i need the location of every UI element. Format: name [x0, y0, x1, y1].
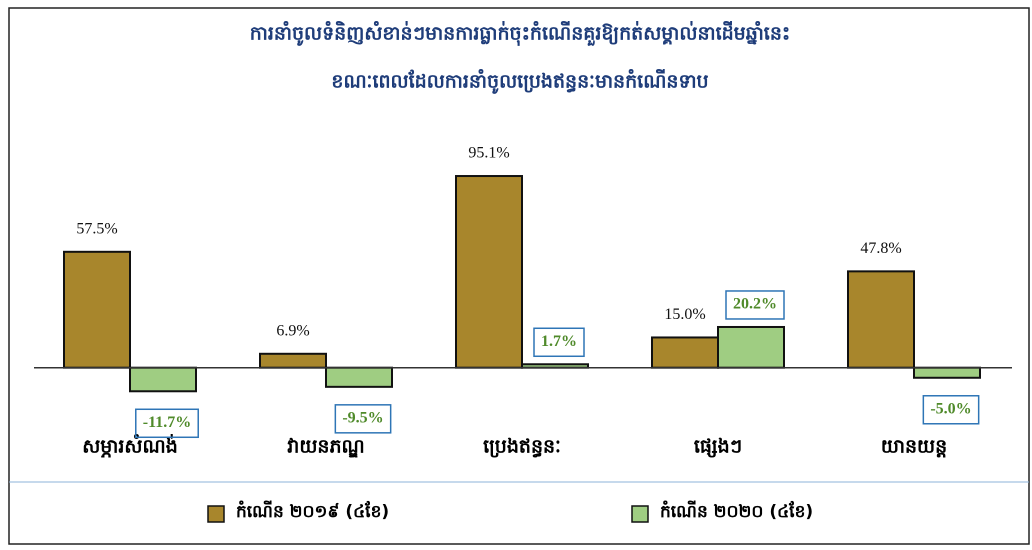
x-tick-label: វាយនភណ្ឌ [287, 436, 364, 458]
bar [455, 175, 523, 369]
data-label-box [725, 290, 785, 320]
data-label: 20.2% [733, 296, 777, 313]
x-tick-label: ប្រេងឥន្ធនៈ [483, 436, 561, 458]
legend-swatch [631, 505, 649, 523]
data-label-box [334, 404, 392, 434]
bar [259, 352, 327, 369]
legend-label: កំណើន ២០២០ (៤ខែ) [660, 500, 813, 522]
bar [847, 270, 915, 369]
bar [325, 366, 393, 388]
bar [651, 336, 719, 369]
data-label: -5.0% [930, 400, 971, 417]
data-label-box [135, 408, 199, 439]
bar [717, 325, 785, 369]
data-label-box [533, 327, 585, 358]
x-tick-label: ផ្សេងៗ [694, 436, 742, 458]
x-tick-label: យានយន្ត [881, 436, 947, 458]
data-label: -9.5% [342, 410, 383, 427]
legend-label: កំណើន ២០១៩ (៤ខែ) [236, 500, 389, 522]
chart-subtitle: ខណៈពេលដែលការនាំចូលប្រេងឥន្ធនៈមានកំណើនទាប [331, 69, 708, 95]
data-label: 6.9% [276, 322, 309, 339]
data-label: 57.5% [76, 220, 117, 237]
bar [913, 366, 981, 379]
bar [63, 250, 131, 369]
data-label: 47.8% [860, 240, 901, 257]
legend-swatch [207, 505, 225, 523]
bar [129, 366, 197, 393]
chart-title: ការនាំចូលទំនិញសំខាន់ៗមានការធ្លាក់ចុះកំណើ… [250, 21, 791, 47]
data-label: 95.1% [468, 145, 509, 162]
data-label: 15.0% [664, 306, 705, 323]
data-label-box [922, 395, 980, 425]
data-label: -11.7% [143, 414, 191, 431]
data-label: 1.7% [541, 333, 577, 350]
